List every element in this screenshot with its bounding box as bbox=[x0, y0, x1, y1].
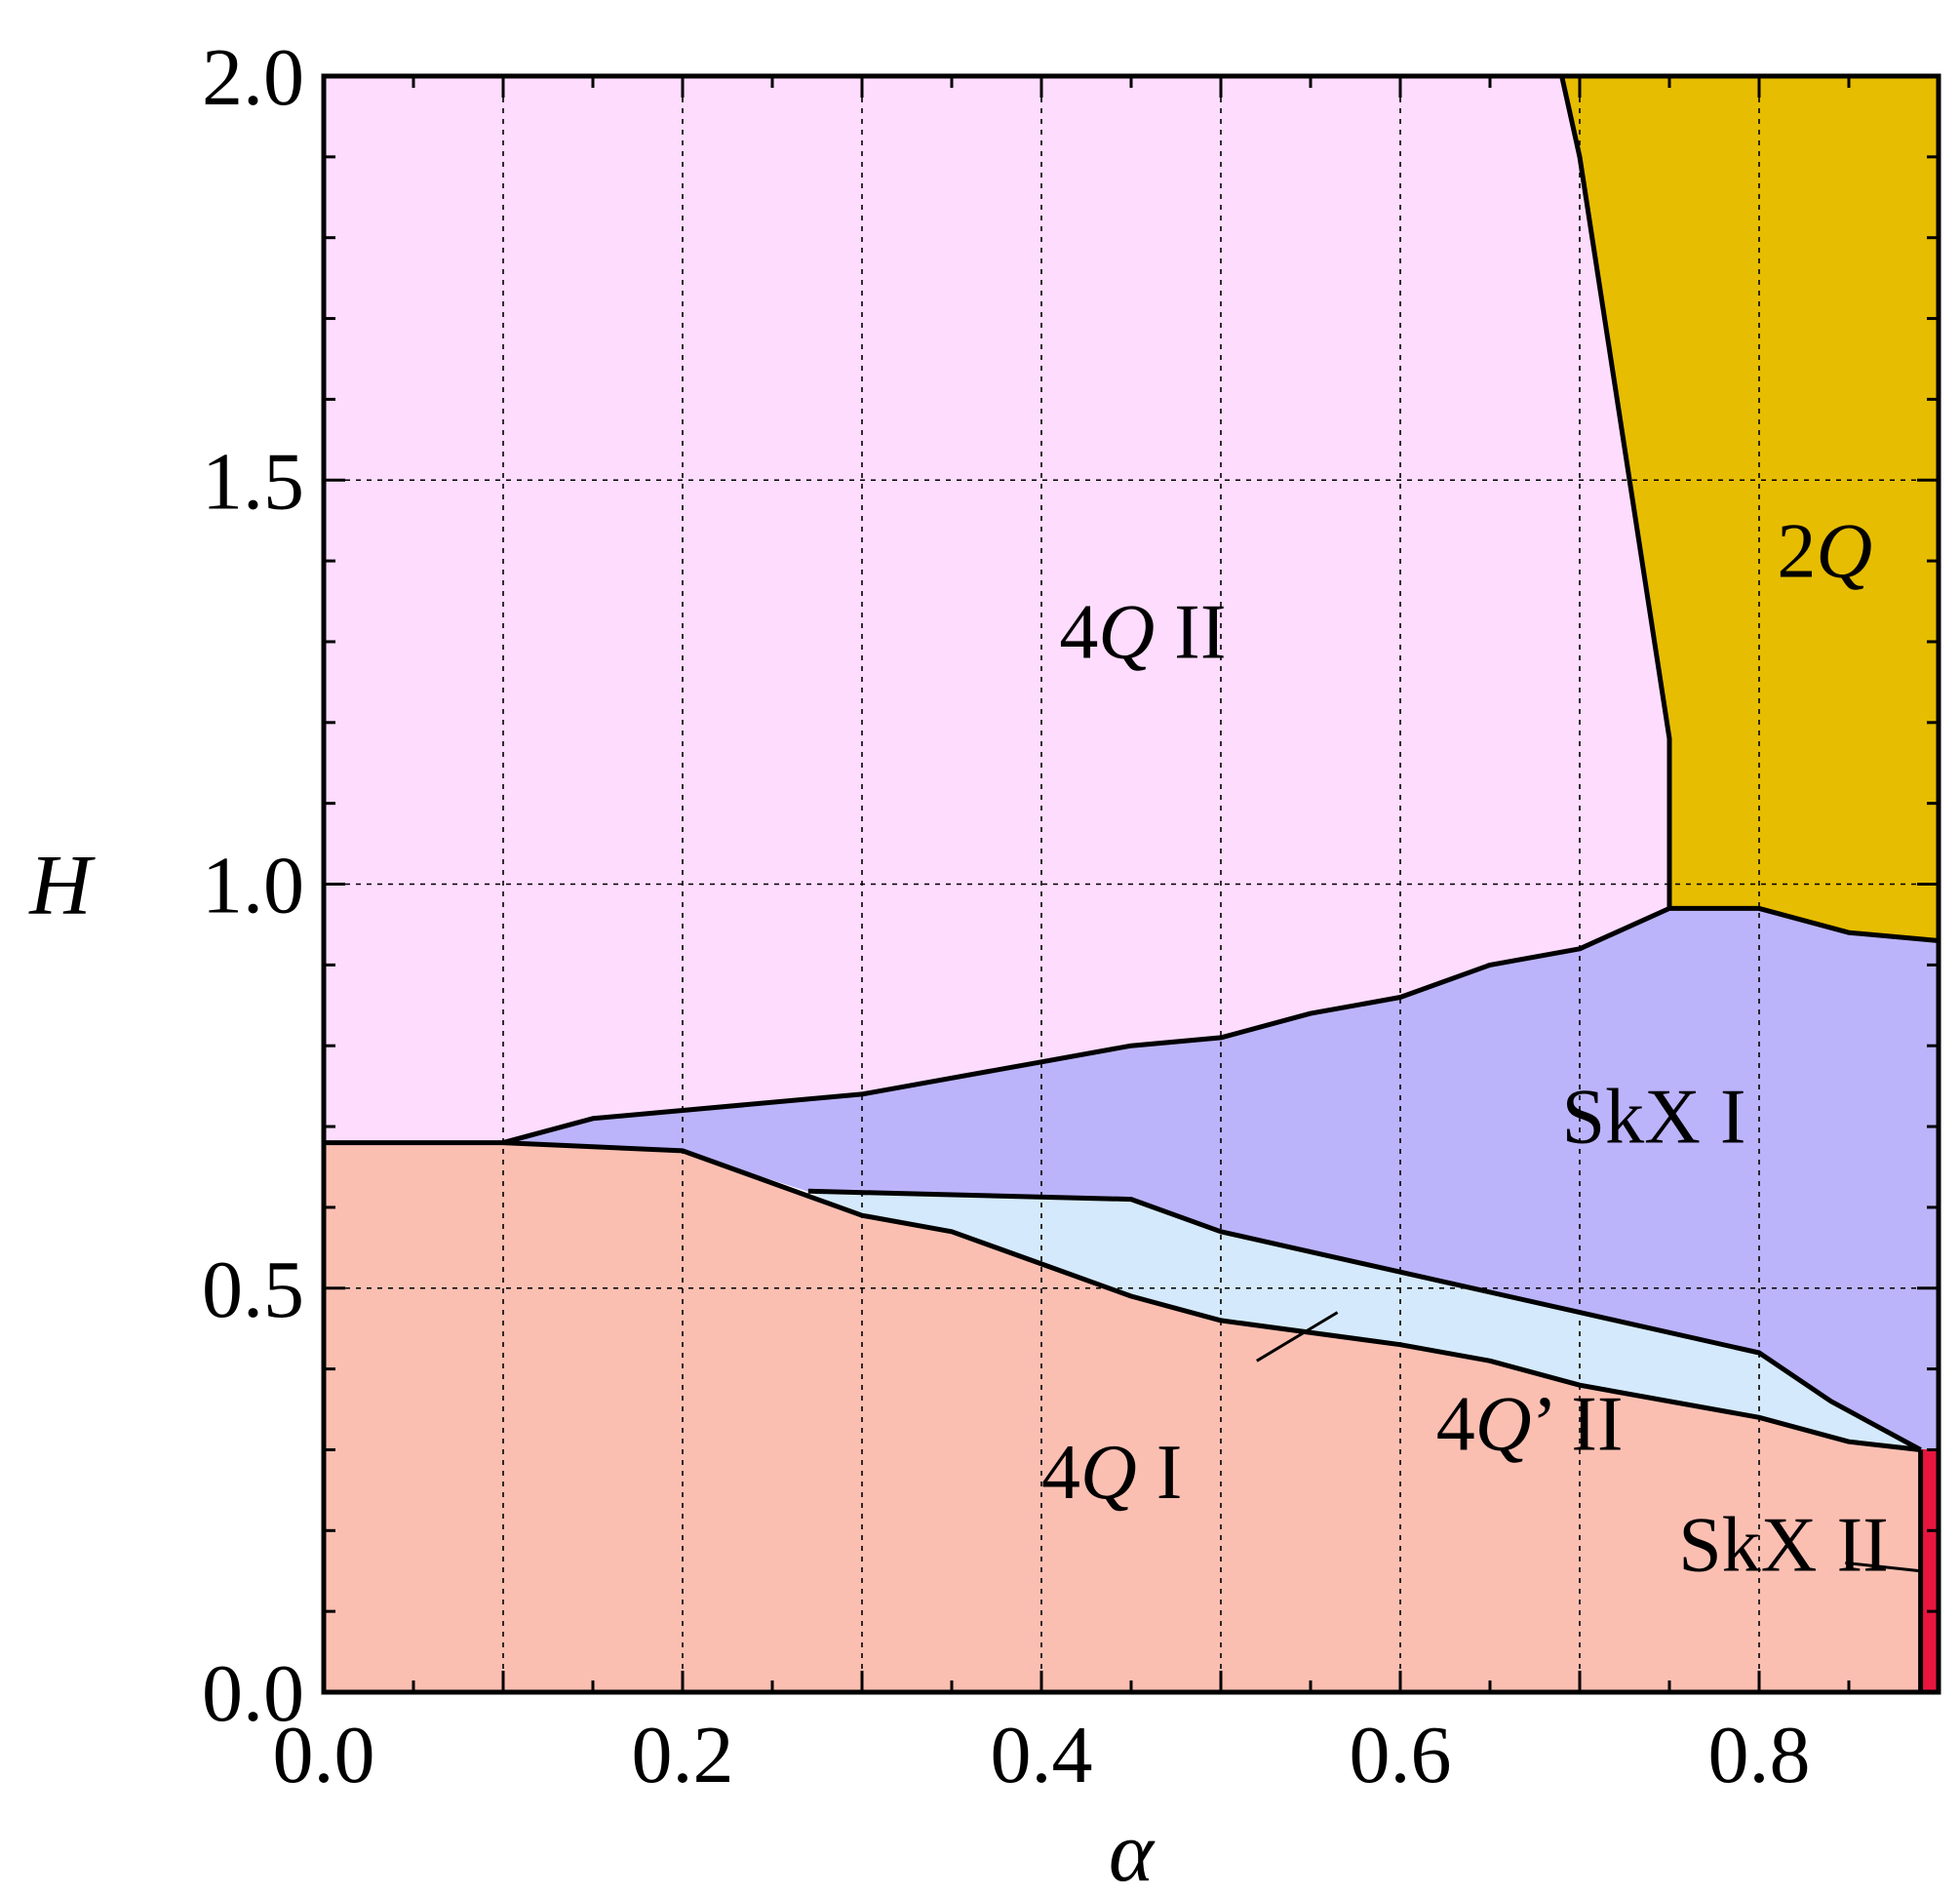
y-tick-label: 1.0 bbox=[202, 841, 304, 931]
phase-regions bbox=[323, 75, 1940, 1693]
x-tick-label: 0.0 bbox=[273, 1710, 375, 1800]
region-label-2q: 2Q bbox=[1777, 509, 1872, 595]
tick-labels: 0.0 0.2 0.4 0.6 0.8 0.0 0.5 1.0 1.5 2.0 bbox=[202, 32, 1811, 1800]
grid bbox=[324, 76, 1939, 1692]
region-label-4q-ii: 4Q II bbox=[1059, 590, 1226, 676]
leader-line-1 bbox=[1256, 1311, 1339, 1363]
region-label-4q-i: 4Q I bbox=[1041, 1430, 1182, 1516]
phase-boundary-4 bbox=[1559, 75, 1672, 909]
plot-frame bbox=[321, 73, 1941, 1695]
region-label-skx-ii: SkX II bbox=[1678, 1503, 1889, 1589]
y-tick-label: 0.0 bbox=[202, 1648, 304, 1739]
y-tick-label: 1.5 bbox=[202, 436, 304, 527]
x-tick-label: 0.4 bbox=[991, 1710, 1093, 1800]
y-axis-label: H bbox=[28, 839, 96, 933]
x-tick-label: 0.2 bbox=[632, 1710, 734, 1800]
x-tick-label: 0.8 bbox=[1708, 1710, 1811, 1800]
y-tick-label: 0.5 bbox=[202, 1245, 304, 1335]
phase-boundaries bbox=[324, 75, 1940, 1692]
region-labels: 4Q I 4Q’ II SkX I 4Q II 2Q SkX II bbox=[1041, 509, 1889, 1589]
phase-boundary-3 bbox=[502, 905, 1940, 1146]
phase-boundary-1 bbox=[324, 1140, 1921, 1452]
y-tick-label: 2.0 bbox=[202, 32, 304, 123]
phase-boundary-2 bbox=[807, 1188, 1922, 1452]
region-skx-ii bbox=[1920, 1449, 1940, 1693]
region-label-skx-i: SkX I bbox=[1562, 1075, 1746, 1161]
region-label-4q-ii: 4Q’ II bbox=[1436, 1381, 1624, 1467]
x-tick-label: 0.6 bbox=[1350, 1710, 1452, 1800]
leader-line-2 bbox=[1845, 1561, 1921, 1573]
x-axis-label: α bbox=[1109, 1805, 1156, 1897]
